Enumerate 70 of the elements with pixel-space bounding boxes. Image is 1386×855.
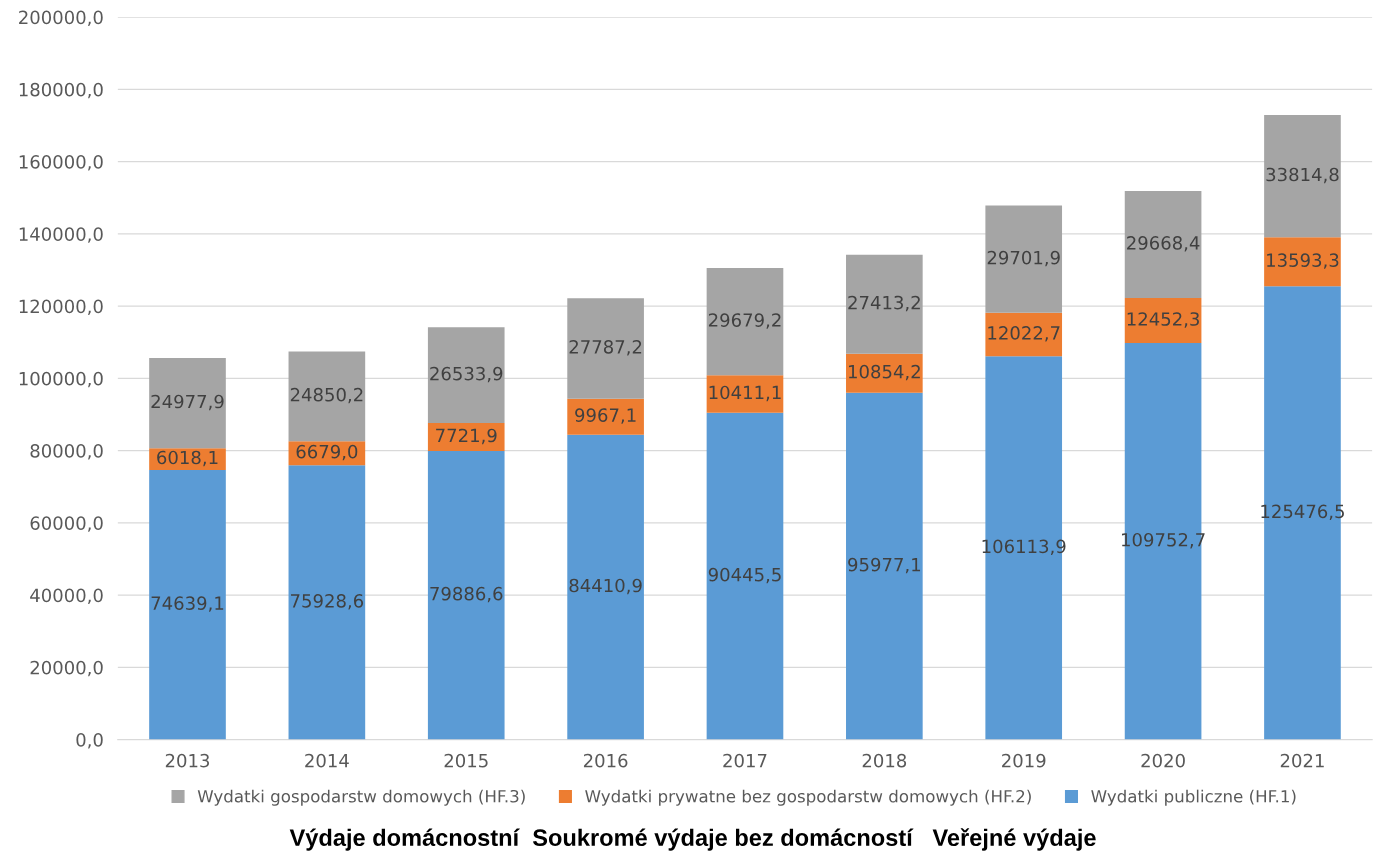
y-tick-label: 80000,0 [30, 444, 103, 460]
data-label: 24977,9 [151, 394, 224, 411]
bar [427, 327, 505, 424]
x-tick-label: 2018 [862, 753, 907, 768]
data-label: 27787,2 [569, 340, 642, 356]
y-tick-label: 160000,0 [19, 155, 103, 171]
data-label: 29668,4 [1127, 236, 1200, 252]
bar [427, 450, 505, 740]
data-label: 33814,8 [1266, 167, 1339, 184]
y-tick-label: 200000,0 [19, 10, 103, 27]
data-label: 84410,9 [569, 578, 642, 595]
y-tick-label: 40000,0 [30, 588, 103, 605]
data-label: 7721,9 [436, 428, 497, 445]
text: Výdaje domácnostní Soukromé výdaje bez domácností Veřejné výdaje [289, 828, 1096, 851]
data-label: 29701,9 [987, 250, 1060, 267]
bar [1264, 237, 1341, 287]
bar [288, 351, 366, 442]
data-label: 24850,2 [290, 387, 363, 404]
y-tick-label: 100000,0 [19, 371, 103, 388]
data-label: 9967,1 [575, 408, 636, 424]
bar [149, 469, 226, 740]
bar [567, 298, 644, 399]
data-label: 74639,1 [151, 596, 224, 612]
x-tick-label: 2016 [583, 753, 628, 768]
data-label: 6679,0 [296, 444, 358, 461]
bar [149, 357, 226, 449]
bar [1124, 190, 1202, 299]
x-tick-label: 2020 [1141, 753, 1185, 768]
x-tick-label: 2021 [1280, 753, 1324, 768]
bar [1124, 298, 1202, 344]
data-label: 13593,3 [1267, 253, 1339, 269]
bar [1264, 115, 1341, 238]
data-label: 12452,3 [1127, 312, 1199, 328]
bar [846, 254, 923, 354]
y-tick-label: 60000,0 [30, 516, 103, 532]
bar [567, 398, 644, 435]
x-tick-label: 2013 [165, 753, 210, 768]
y-tick-label: 0,0 [76, 733, 103, 749]
data-label: 26533,9 [430, 366, 503, 383]
bar [846, 353, 923, 393]
x-tick-label: 2014 [305, 753, 349, 768]
bar [846, 392, 923, 740]
data-label: 95977,1 [848, 557, 921, 574]
legend-label: Wydatki publiczne (HF.1) [1091, 789, 1296, 806]
data-label: 27413,2 [848, 295, 920, 312]
bar [567, 434, 644, 740]
data-label: 75928,6 [291, 594, 364, 610]
bar [427, 423, 505, 451]
y-tick-label: 180000,0 [19, 82, 103, 99]
y-tick-label: 140000,0 [19, 227, 103, 243]
bar [985, 205, 1063, 313]
bar [288, 465, 366, 740]
data-label: 29679,2 [708, 313, 781, 329]
bar [706, 268, 784, 376]
bar [706, 412, 784, 740]
data-label: 90445,5 [708, 567, 781, 584]
data-label: 12022,7 [988, 326, 1060, 342]
x-tick-label: 2017 [723, 753, 767, 768]
data-label: 79886,6 [430, 586, 503, 603]
legend-label: Wydatki prywatne bez gospodarstw domowych (HF.2) [585, 789, 1031, 806]
bar [985, 312, 1063, 357]
y-tick-label: 120000,0 [19, 299, 103, 316]
data-label: 6018,1 [157, 450, 218, 467]
data-label: 10854,2 [849, 364, 920, 381]
x-tick-label: 2019 [1002, 753, 1046, 768]
data-label: 10411,1 [709, 385, 781, 402]
legend-label: Wydatki gospodarstw domowych (HF.3) [197, 789, 525, 806]
bar [706, 375, 784, 413]
y-tick-label: 20000,0 [30, 660, 103, 677]
x-tick-label: 2015 [444, 753, 488, 768]
